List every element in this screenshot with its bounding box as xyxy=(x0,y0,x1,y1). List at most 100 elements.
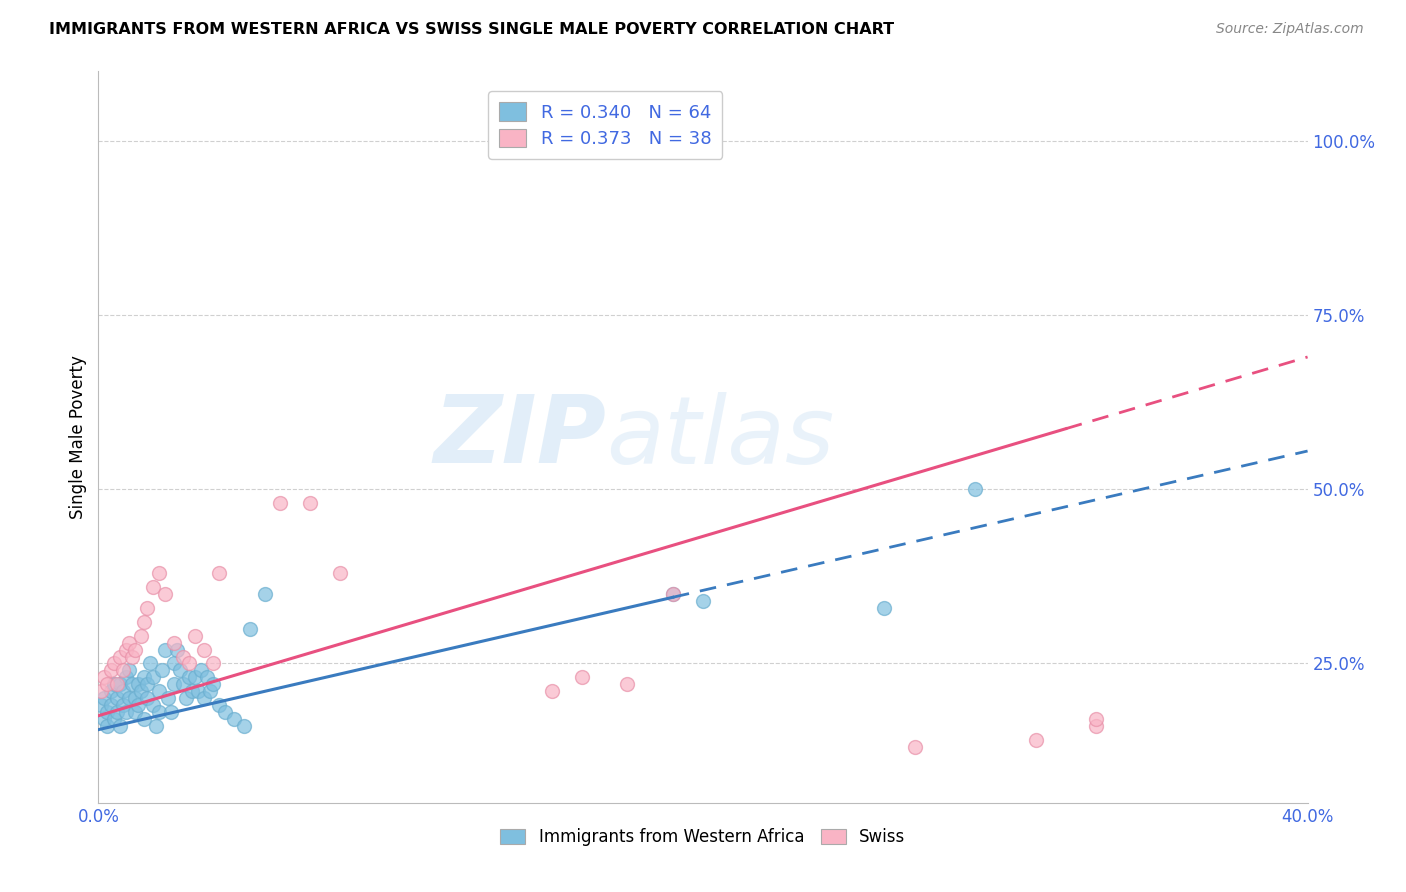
Point xyxy=(100,664,122,678)
Point xyxy=(150,664,173,678)
Point xyxy=(232,719,254,733)
Point xyxy=(540,684,562,698)
Point xyxy=(193,691,215,706)
Point xyxy=(135,677,157,691)
Point xyxy=(145,719,167,733)
Point xyxy=(103,712,125,726)
Point xyxy=(1085,719,1108,733)
Point xyxy=(118,664,141,678)
Point xyxy=(224,712,246,726)
Point xyxy=(202,657,225,671)
Point xyxy=(124,642,146,657)
Point xyxy=(153,642,176,657)
Point xyxy=(135,600,157,615)
Point xyxy=(1024,733,1046,747)
Point xyxy=(103,677,125,691)
Point xyxy=(108,677,131,691)
Point xyxy=(169,664,191,678)
Point xyxy=(105,691,128,706)
Point xyxy=(179,670,201,684)
Point xyxy=(193,642,215,657)
Point xyxy=(118,691,141,706)
Point xyxy=(103,657,125,671)
Point xyxy=(299,496,322,510)
Point xyxy=(100,698,122,713)
Point xyxy=(187,684,209,698)
Point xyxy=(692,594,714,608)
Point xyxy=(90,684,112,698)
Point xyxy=(166,642,188,657)
Point xyxy=(132,670,155,684)
Point xyxy=(114,642,136,657)
Point xyxy=(253,587,276,601)
Point xyxy=(129,684,152,698)
Point xyxy=(904,740,927,755)
Point xyxy=(114,705,136,719)
Point xyxy=(132,615,155,629)
Point xyxy=(571,670,593,684)
Point xyxy=(108,649,131,664)
Point xyxy=(96,677,118,691)
Point xyxy=(90,698,112,713)
Point xyxy=(100,684,122,698)
Point xyxy=(111,664,134,678)
Point xyxy=(142,698,165,713)
Point xyxy=(127,677,149,691)
Point xyxy=(329,566,352,580)
Point xyxy=(661,587,683,601)
Point xyxy=(172,677,194,691)
Text: IMMIGRANTS FROM WESTERN AFRICA VS SWISS SINGLE MALE POVERTY CORRELATION CHART: IMMIGRANTS FROM WESTERN AFRICA VS SWISS … xyxy=(49,22,894,37)
Point xyxy=(184,629,207,643)
Point xyxy=(153,587,176,601)
Point xyxy=(93,670,115,684)
Point xyxy=(616,677,638,691)
Point xyxy=(179,657,201,671)
Point xyxy=(148,566,170,580)
Point xyxy=(121,649,143,664)
Point xyxy=(148,684,170,698)
Point xyxy=(127,698,149,713)
Point xyxy=(965,483,987,497)
Text: ZIP: ZIP xyxy=(433,391,606,483)
Point xyxy=(1085,712,1108,726)
Point xyxy=(93,712,115,726)
Point xyxy=(124,691,146,706)
Point xyxy=(160,705,183,719)
Point xyxy=(111,698,134,713)
Point xyxy=(118,635,141,649)
Point xyxy=(93,691,115,706)
Text: atlas: atlas xyxy=(606,392,835,483)
Point xyxy=(269,496,291,510)
Point xyxy=(174,691,197,706)
Point xyxy=(873,600,896,615)
Point xyxy=(142,580,165,594)
Text: Source: ZipAtlas.com: Source: ZipAtlas.com xyxy=(1216,22,1364,37)
Point xyxy=(108,719,131,733)
Point xyxy=(172,649,194,664)
Point xyxy=(148,705,170,719)
Point xyxy=(181,684,204,698)
Point xyxy=(105,677,128,691)
Point xyxy=(200,684,222,698)
Point xyxy=(195,670,218,684)
Point xyxy=(124,705,146,719)
Point xyxy=(208,698,231,713)
Legend: Immigrants from Western Africa, Swiss: Immigrants from Western Africa, Swiss xyxy=(494,822,912,853)
Point xyxy=(96,719,118,733)
Point xyxy=(139,657,162,671)
Point xyxy=(661,587,683,601)
Point xyxy=(190,664,212,678)
Point xyxy=(96,705,118,719)
Y-axis label: Single Male Poverty: Single Male Poverty xyxy=(69,355,87,519)
Point xyxy=(163,677,186,691)
Point xyxy=(129,629,152,643)
Point xyxy=(156,691,179,706)
Point xyxy=(121,677,143,691)
Point xyxy=(105,705,128,719)
Point xyxy=(214,705,236,719)
Point xyxy=(208,566,231,580)
Point xyxy=(163,635,186,649)
Point xyxy=(239,622,262,636)
Point xyxy=(135,691,157,706)
Point xyxy=(163,657,186,671)
